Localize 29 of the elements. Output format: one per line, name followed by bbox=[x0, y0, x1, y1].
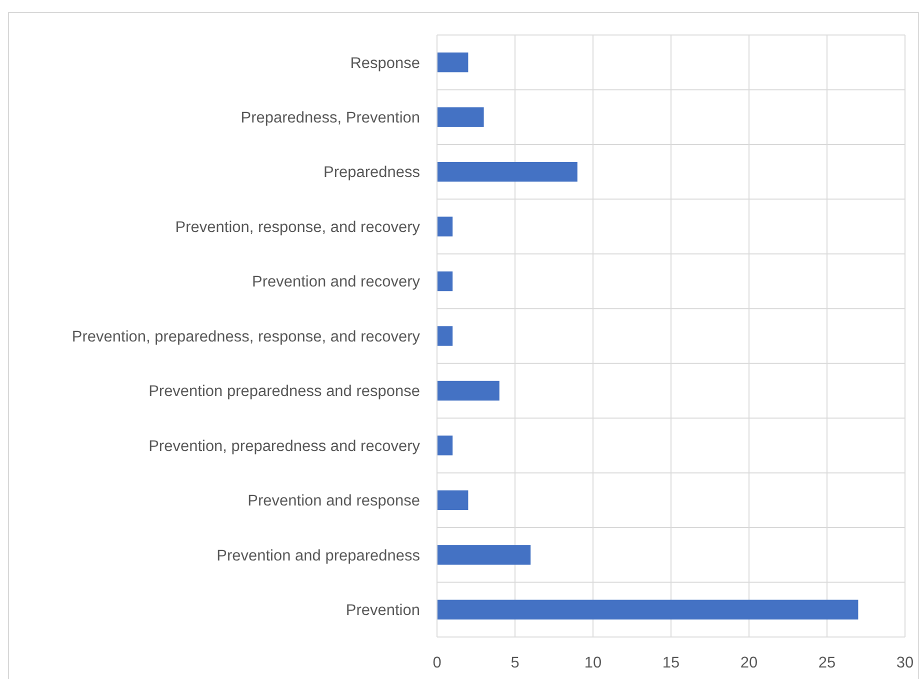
bar bbox=[437, 326, 453, 346]
y-tick-label: Preparedness, Prevention bbox=[240, 110, 420, 127]
y-tick-label: Preparedness bbox=[323, 164, 420, 182]
x-tick-label: 10 bbox=[584, 654, 602, 672]
y-tick-label: Prevention, preparedness, response, and recovery bbox=[72, 328, 420, 346]
x-tick-label: 20 bbox=[740, 654, 758, 672]
bar bbox=[437, 436, 453, 456]
bar bbox=[437, 52, 468, 72]
y-tick-label: Prevention and preparedness bbox=[216, 547, 420, 564]
y-tick-label: Prevention, response, and recovery bbox=[175, 218, 420, 236]
y-tick-label: Response bbox=[350, 54, 420, 72]
y-tick-label: Prevention bbox=[346, 602, 420, 620]
bar bbox=[437, 162, 578, 182]
x-tick-label: 30 bbox=[896, 654, 914, 672]
x-tick-label: 25 bbox=[818, 654, 836, 672]
y-tick-label: Prevention preparedness and response bbox=[148, 383, 420, 400]
bar bbox=[437, 271, 453, 292]
y-tick-label: Prevention, preparedness and recovery bbox=[148, 438, 420, 455]
bar bbox=[437, 490, 468, 510]
bar bbox=[437, 216, 453, 236]
y-tick-label: Prevention and recovery bbox=[252, 274, 420, 291]
bar bbox=[437, 600, 858, 620]
bar bbox=[437, 380, 500, 401]
bar bbox=[437, 107, 484, 127]
x-tick-label: 0 bbox=[432, 654, 442, 672]
x-tick-label: 15 bbox=[662, 654, 680, 672]
bar bbox=[437, 545, 531, 565]
x-tick-label: 5 bbox=[510, 654, 520, 672]
y-tick-label: Prevention and response bbox=[248, 492, 420, 510]
